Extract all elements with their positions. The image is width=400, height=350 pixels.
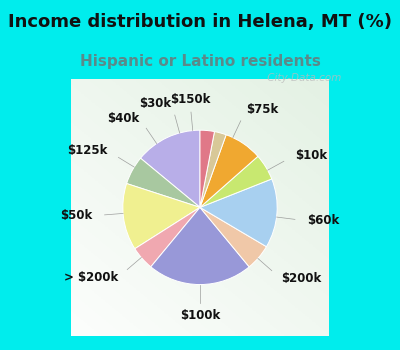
Wedge shape <box>200 130 214 207</box>
Text: Hispanic or Latino residents: Hispanic or Latino residents <box>80 54 320 69</box>
Wedge shape <box>200 156 272 207</box>
Text: Income distribution in Helena, MT (%): Income distribution in Helena, MT (%) <box>8 13 392 31</box>
Wedge shape <box>140 130 200 207</box>
Text: City-Data.com: City-Data.com <box>264 73 341 83</box>
Wedge shape <box>200 132 226 207</box>
Text: $60k: $60k <box>307 215 340 228</box>
Wedge shape <box>200 207 266 267</box>
Wedge shape <box>123 183 200 249</box>
Text: $200k: $200k <box>281 272 321 285</box>
Text: > $200k: > $200k <box>64 271 118 284</box>
Text: $40k: $40k <box>107 112 139 125</box>
Wedge shape <box>200 179 277 247</box>
Wedge shape <box>127 158 200 207</box>
Wedge shape <box>151 207 249 285</box>
Text: $10k: $10k <box>295 149 327 162</box>
Text: $30k: $30k <box>139 97 172 110</box>
Text: $150k: $150k <box>170 93 210 106</box>
Wedge shape <box>135 207 200 267</box>
Text: $125k: $125k <box>68 145 108 158</box>
Text: $75k: $75k <box>246 103 278 116</box>
Text: $50k: $50k <box>60 209 92 222</box>
Wedge shape <box>200 135 258 207</box>
Text: $100k: $100k <box>180 309 220 322</box>
